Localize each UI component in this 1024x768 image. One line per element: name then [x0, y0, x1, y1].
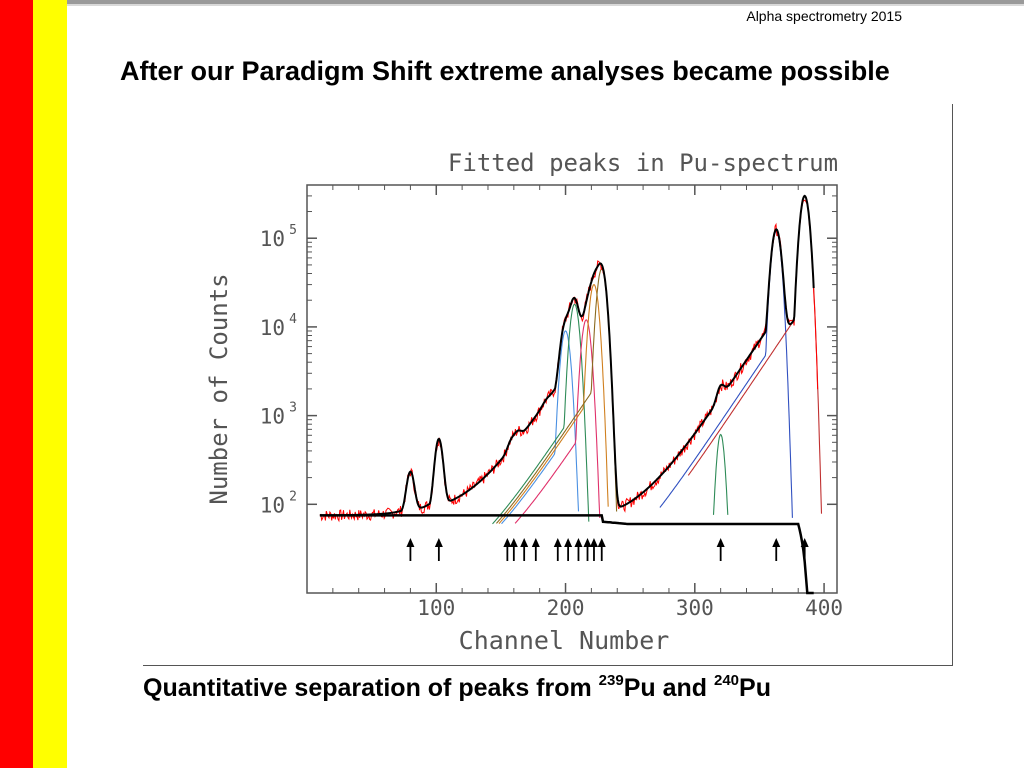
x-axis-label: Channel Number: [459, 626, 670, 655]
component-peak-curve: [495, 268, 618, 524]
pu-spectrum-chart: Fitted peaks in Pu-spectrum Channel Numb…: [205, 149, 843, 655]
peak-arrow-head: [531, 538, 540, 547]
slide-header: Alpha spectrometry 2015: [746, 8, 902, 24]
y-tick-label: 10: [260, 316, 285, 340]
caption-middle: and: [655, 674, 714, 702]
y-tick-exponent: 3: [289, 401, 297, 416]
iso2-mass: 240: [714, 672, 740, 689]
peak-arrow-head: [772, 538, 781, 547]
peak-arrow-head: [509, 538, 518, 547]
fit-curves: [319, 194, 823, 595]
peak-arrow-head: [589, 538, 598, 547]
plot-frame: [306, 184, 838, 594]
axis-ticks: 100 200 300 400 10 2 10 3 10 4 10 5: [260, 185, 843, 620]
iso1-mass: 239: [598, 672, 624, 689]
peak-arrow-head: [520, 538, 529, 547]
component-peak-curve: [514, 319, 601, 524]
top-rule-shadow: [67, 4, 1024, 6]
component-peak-curve: [712, 433, 729, 515]
peak-arrow-head: [434, 538, 443, 547]
x-tick-label: 300: [676, 596, 714, 620]
y-tick-exponent: 4: [289, 312, 297, 327]
component-peak-curve: [492, 303, 590, 525]
yellow-side-bar: [33, 0, 67, 768]
slide-title: After our Paradigm Shift extreme analyse…: [120, 56, 890, 86]
y-tick-exponent: 5: [289, 223, 297, 238]
component-peak-curve: [498, 283, 609, 524]
red-side-bar: [0, 0, 33, 768]
chart-figure: Fitted peaks in Pu-spectrum Channel Numb…: [142, 103, 952, 665]
component-peak-curve: [501, 330, 580, 525]
caption: Quantitative separation of peaks from 23…: [143, 672, 771, 703]
y-tick-label: 10: [260, 405, 285, 429]
peak-arrow-head: [583, 538, 592, 547]
peak-arrow-head: [564, 538, 573, 547]
iso2-symbol: Pu: [739, 674, 771, 702]
y-tick-label: 10: [260, 493, 285, 517]
iso1-symbol: Pu: [623, 674, 656, 702]
background-baseline-curve: [319, 514, 814, 595]
peak-arrow-head: [406, 538, 415, 547]
peak-arrow-head: [503, 538, 512, 547]
y-tick-exponent: 2: [289, 489, 297, 504]
total-fit-curve: [319, 194, 815, 517]
chart-title: Fitted peaks in Pu-spectrum: [448, 149, 838, 177]
caption-prefix: Quantitative separation of peaks from: [143, 674, 599, 702]
peak-arrows: [406, 538, 809, 561]
x-tick-label: 400: [805, 596, 843, 620]
peak-arrow-head: [597, 538, 606, 547]
peak-arrow-head: [800, 538, 809, 547]
y-axis-label: Number of Counts: [205, 273, 233, 504]
x-tick-label: 200: [547, 596, 585, 620]
top-rule: [67, 0, 1024, 4]
peak-arrow-head: [716, 538, 725, 547]
peak-arrow-head: [553, 538, 562, 547]
peak-arrow-head: [574, 538, 583, 547]
y-tick-label: 10: [260, 227, 285, 251]
x-tick-label: 100: [417, 596, 455, 620]
